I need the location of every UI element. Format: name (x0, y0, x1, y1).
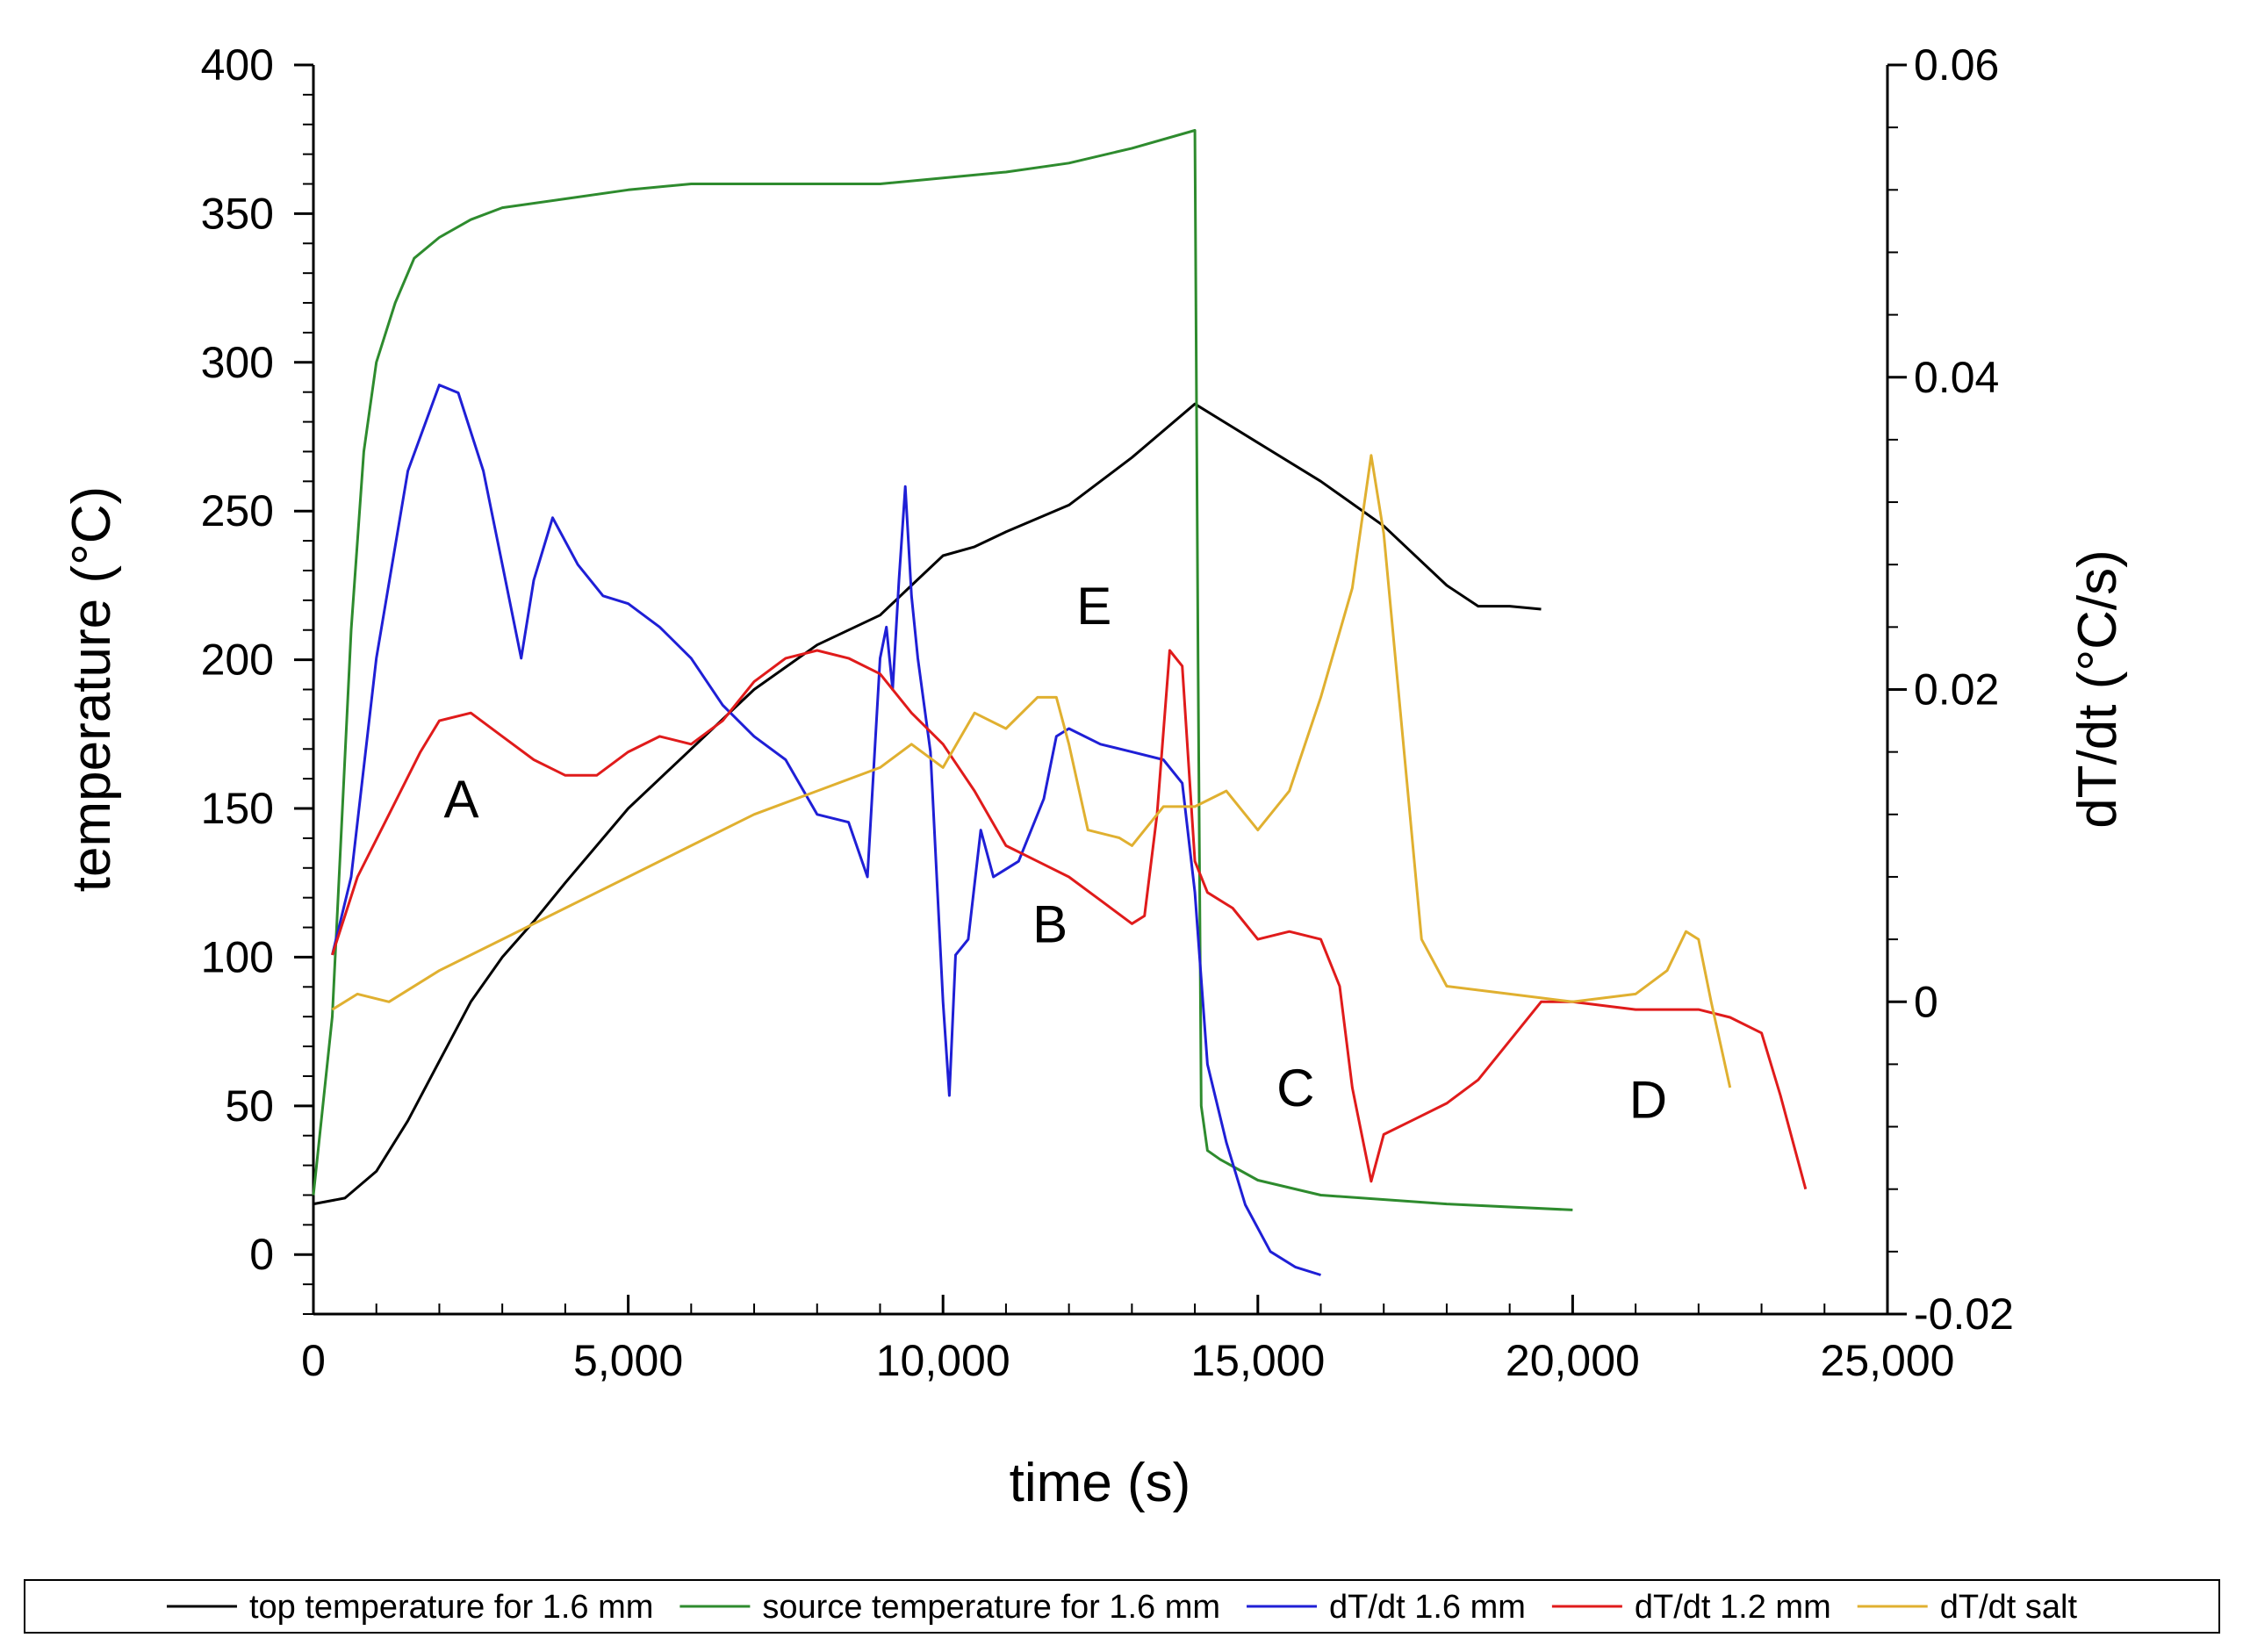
legend-box (24, 1579, 2220, 1634)
annotation-A: A (444, 770, 479, 829)
legend-label-1: source temperature for 1.6 mm (762, 1589, 1220, 1626)
legend-label-4: dT/dt salt (1940, 1589, 2078, 1626)
series-line-0 (313, 402, 1542, 1206)
y-tick-label: 0 (249, 1230, 274, 1279)
legend: top temperature for 1.6 mm source tempera… (24, 1579, 2220, 1634)
annotation-layer: A B C D E (444, 577, 1668, 1129)
y-tick-label: 250 (201, 486, 274, 535)
annotation-B: B (1032, 894, 1068, 953)
series-line-2 (331, 384, 1321, 1276)
series-line-4 (331, 454, 1732, 1088)
y2-tick-label: 0.04 (1914, 353, 1999, 402)
x-axis-title: time (s) (1010, 1453, 1191, 1513)
right-y-axis-ticks: -0.02 0 0.02 0.04 0.06 (1887, 40, 2014, 1339)
y2-tick-label: 0.02 (1914, 665, 1999, 715)
series-line-3 (331, 649, 1808, 1190)
x-tick-label: 20,000 (1506, 1336, 1640, 1385)
left-y-axis-ticks: 0 50 100 150 200 250 300 350 400 (201, 40, 313, 1315)
x-tick-label: 5,000 (573, 1336, 683, 1385)
annotation-D: D (1629, 1070, 1667, 1129)
legend-label-3: dT/dt 1.2 mm (1635, 1589, 1831, 1626)
y-tick-label: 300 (201, 338, 274, 387)
y-tick-label: 150 (201, 784, 274, 833)
x-tick-label: 25,000 (1821, 1336, 1955, 1385)
legend-label-0: top temperature for 1.6 mm (249, 1589, 653, 1626)
annotation-C: C (1276, 1059, 1314, 1117)
annotation-E: E (1076, 577, 1111, 636)
y-tick-label: 350 (201, 189, 274, 238)
legend-items: top temperature for 1.6 mm source tempera… (166, 1589, 2078, 1626)
y-tick-label: 100 (201, 932, 274, 981)
y-tick-label: 400 (201, 40, 274, 90)
x-tick-label: 10,000 (876, 1336, 1010, 1385)
y2-tick-label: 0 (1914, 977, 1938, 1026)
legend-label-2: dT/dt 1.6 mm (1329, 1589, 1526, 1626)
series-layer (312, 129, 1808, 1276)
x-axis-ticks: 0 5,000 10,000 15,000 20,000 25,000 (301, 1295, 1954, 1385)
y2-tick-label: -0.02 (1914, 1289, 2014, 1339)
x-tick-label: 15,000 (1190, 1336, 1325, 1385)
y-tick-label: 200 (201, 636, 274, 685)
x-tick-label: 0 (301, 1336, 326, 1385)
right-y-axis-title: dT/dt (°C/s) (2067, 549, 2128, 829)
y-tick-label: 50 (225, 1081, 274, 1131)
series-line-1 (312, 129, 1573, 1211)
left-y-axis-title: temperature (°C) (61, 486, 122, 892)
y2-tick-label: 0.06 (1914, 40, 1999, 90)
